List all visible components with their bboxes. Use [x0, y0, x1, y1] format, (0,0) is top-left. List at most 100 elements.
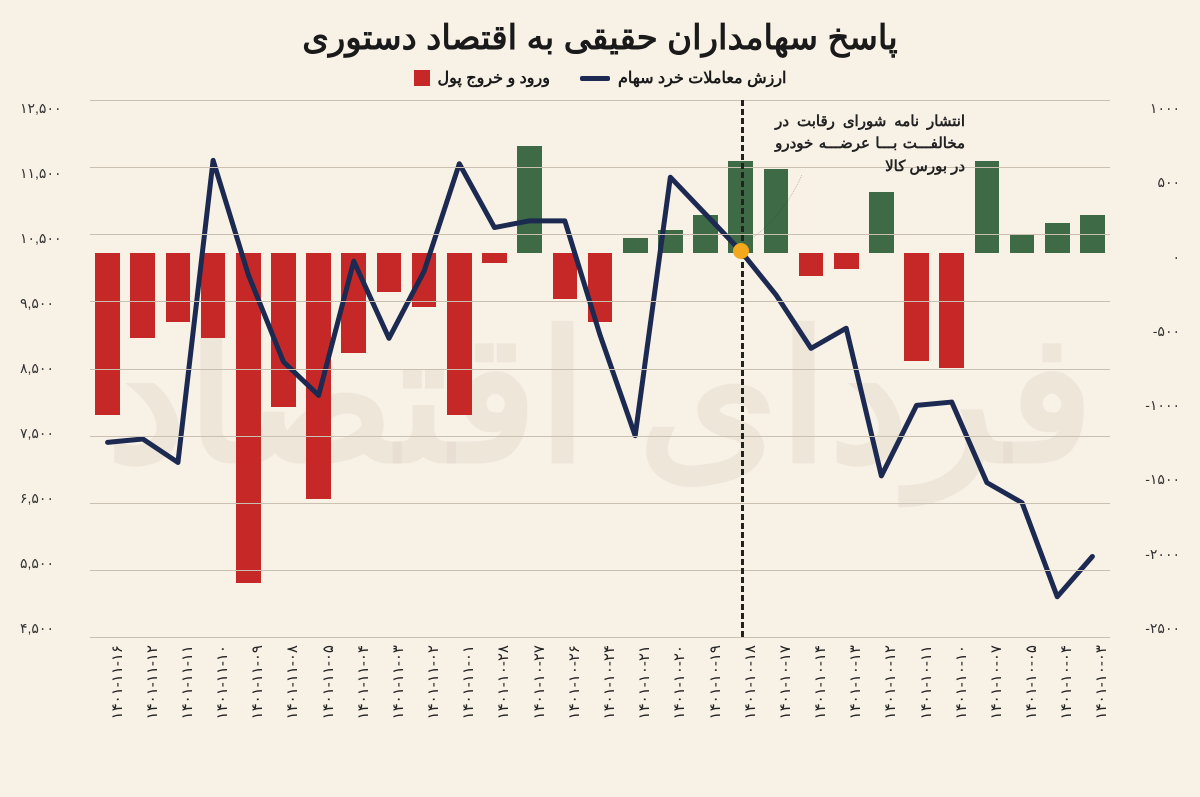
x-tick-label: ۱۴۰۱-۱۰-۲۴	[600, 645, 618, 719]
y-right-tick: -۵۰۰	[1120, 323, 1180, 340]
y-left-tick: ۱۲,۵۰۰	[20, 100, 80, 117]
y-left-tick: ۷,۵۰۰	[20, 425, 80, 442]
annotation-vline	[741, 100, 744, 637]
x-tick: ۱۴۰۱-۱۱-۱۶	[90, 637, 125, 777]
y-right-tick: -۲۰۰۰	[1120, 546, 1180, 563]
x-tick-label: ۱۴۰۱-۱۰-۰۵	[1022, 645, 1040, 719]
x-tick: ۱۴۰۱-۱۰-۱۸	[723, 637, 758, 777]
x-tick: ۱۴۰۱-۱۱-۰۵	[301, 637, 336, 777]
trend-line	[108, 160, 1093, 596]
x-tick-label: ۱۴۰۱-۱۰-۱۷	[776, 645, 794, 719]
x-tick: ۱۴۰۱-۱۱-۱۲	[125, 637, 160, 777]
x-tick: ۱۴۰۱-۱۰-۱۴	[793, 637, 828, 777]
x-tick: ۱۴۰۱-۱۱-۱۱	[160, 637, 195, 777]
gridline	[90, 234, 1110, 235]
x-tick: ۱۴۰۱-۱۱-۰۴	[336, 637, 371, 777]
y-left-tick: ۱۱,۵۰۰	[20, 165, 80, 182]
y-right-tick: ۱۰۰۰	[1120, 100, 1180, 117]
annotation-marker-icon	[733, 243, 749, 259]
x-tick-label: ۱۴۰۱-۱۱-۰۳	[389, 645, 407, 719]
x-tick: ۱۴۰۱-۱۰-۱۱	[899, 637, 934, 777]
x-tick-label: ۱۴۰۱-۱۱-۱۱	[178, 645, 196, 719]
x-tick-label: ۱۴۰۱-۱۰-۱۳	[846, 645, 864, 719]
x-tick: ۱۴۰۱-۱۰-۲۰	[653, 637, 688, 777]
x-tick-label: ۱۴۰۱-۱۰-۱۱	[917, 645, 935, 719]
gridline	[90, 503, 1110, 504]
chart-title: پاسخ سهامداران حقیقی به اقتصاد دستوری	[0, 0, 1200, 58]
x-tick-label: ۱۴۰۱-۱۱-۱۶	[108, 645, 126, 719]
x-tick-label: ۱۴۰۱-۱۰-۲۰	[670, 645, 688, 719]
x-tick: ۱۴۰۱-۱۱-۱۰	[196, 637, 231, 777]
x-tick: ۱۴۰۱-۱۰-۲۷	[512, 637, 547, 777]
y-left-tick: ۹,۵۰۰	[20, 295, 80, 312]
legend-bar-swatch	[414, 70, 430, 86]
gridline	[90, 436, 1110, 437]
x-tick: ۱۴۰۱-۱۰-۱۷	[758, 637, 793, 777]
x-tick: ۱۴۰۱-۱۰-۲۸	[477, 637, 512, 777]
x-tick: ۱۴۰۱-۱۰-۱۰	[934, 637, 969, 777]
x-tick: ۱۴۰۱-۱۰-۰۵	[1004, 637, 1039, 777]
x-tick: ۱۴۰۱-۱۰-۲۱	[618, 637, 653, 777]
x-tick: ۱۴۰۱-۱۱-۰۲	[407, 637, 442, 777]
x-tick: ۱۴۰۱-۱۱-۰۹	[231, 637, 266, 777]
plot-area: انتشار نامه شورای رقابت در مخالفـــت بــ…	[90, 100, 1110, 637]
x-tick-label: ۱۴۰۱-۱۱-۰۱	[459, 645, 477, 719]
y-right-tick: -۱۵۰۰	[1120, 471, 1180, 488]
x-tick-label: ۱۴۰۱-۱۰-۲۸	[494, 645, 512, 719]
y-left-tick: ۵,۵۰۰	[20, 555, 80, 572]
x-tick-label: ۱۴۰۱-۱۰-۲۶	[565, 645, 583, 719]
x-tick: ۱۴۰۱-۱۱-۰۳	[371, 637, 406, 777]
y-left-tick: ۴,۵۰۰	[20, 620, 80, 637]
x-tick-label: ۱۴۰۱-۱۰-۱۰	[952, 645, 970, 719]
gridline	[90, 301, 1110, 302]
x-tick: ۱۴۰۱-۱۱-۰۱	[442, 637, 477, 777]
y-left-tick: ۸,۵۰۰	[20, 360, 80, 377]
x-tick-label: ۱۴۰۱-۱۱-۰۹	[248, 645, 266, 719]
x-tick: ۱۴۰۱-۱۰-۲۶	[547, 637, 582, 777]
legend-line-swatch	[580, 76, 610, 81]
annotation-arrow-icon	[749, 175, 802, 240]
x-tick: ۱۴۰۱-۱۰-۰۴	[1040, 637, 1075, 777]
x-tick: ۱۴۰۱-۱۰-۰۳	[1075, 637, 1110, 777]
y-axis-left: ۱۲,۵۰۰ ۱۱,۵۰۰ ۱۰,۵۰۰ ۹,۵۰۰ ۸,۵۰۰ ۷,۵۰۰ ۶,۵۰۰ ۵,…	[20, 100, 80, 637]
x-tick-label: ۱۴۰۱-۱۰-۱۹	[706, 645, 724, 719]
y-axis-right: ۱۰۰۰ ۵۰۰ ۰ -۵۰۰ -۱۰۰۰ -۱۵۰۰ -۲۰۰۰ -۲۵۰۰	[1120, 100, 1180, 637]
x-tick-label: ۱۴۰۱-۱۰-۰۷	[987, 645, 1005, 719]
y-left-tick: ۶,۵۰۰	[20, 490, 80, 507]
annotation-text: انتشار نامه شورای رقابت در مخالفـــت بــ…	[775, 111, 965, 179]
x-tick-label: ۱۴۰۱-۱۰-۲۷	[530, 645, 548, 719]
gridline	[90, 570, 1110, 571]
x-tick-label: ۱۴۰۱-۱۰-۱۴	[811, 645, 829, 719]
x-axis: ۱۴۰۱-۱۰-۰۳ ۱۴۰۱-۱۰-۰۴ ۱۴۰۱-۱۰-۰۵ ۱۴۰۱-۱۰-۰۷…	[90, 637, 1110, 777]
x-tick-label: ۱۴۰۱-۱۱-۰۲	[424, 645, 442, 719]
chart-area: ۱۲,۵۰۰ ۱۱,۵۰۰ ۱۰,۵۰۰ ۹,۵۰۰ ۸,۵۰۰ ۷,۵۰۰ ۶,۵۰۰ ۵,…	[20, 100, 1180, 777]
y-right-tick: -۲۵۰۰	[1120, 620, 1180, 637]
x-tick-label: ۱۴۰۱-۱۰-۲۱	[635, 645, 653, 719]
legend-bar-label: ورود و خروج پول	[438, 68, 550, 88]
x-tick-label: ۱۴۰۱-۱۱-۱۲	[143, 645, 161, 719]
x-tick-label: ۱۴۰۱-۱۰-۰۳	[1092, 645, 1110, 719]
legend-line-label: ارزش معاملات خرد سهام	[618, 68, 787, 88]
x-tick-label: ۱۴۰۱-۱۱-۰۸	[283, 645, 301, 719]
x-tick: ۱۴۰۱-۱۱-۰۸	[266, 637, 301, 777]
y-right-tick: ۵۰۰	[1120, 174, 1180, 191]
x-tick-label: ۱۴۰۱-۱۱-۰۵	[319, 645, 337, 719]
x-tick: ۱۴۰۱-۱۰-۱۲	[864, 637, 899, 777]
x-tick: ۱۴۰۱-۱۰-۱۹	[688, 637, 723, 777]
x-tick-label: ۱۴۰۱-۱۰-۰۴	[1057, 645, 1075, 719]
y-right-tick: ۰	[1120, 249, 1180, 266]
legend-item-bar: ورود و خروج پول	[414, 68, 550, 88]
x-tick: ۱۴۰۱-۱۰-۰۷	[969, 637, 1004, 777]
x-tick-label: ۱۴۰۱-۱۰-۱۲	[881, 645, 899, 719]
x-tick-label: ۱۴۰۱-۱۰-۱۸	[741, 645, 759, 719]
x-tick-label: ۱۴۰۱-۱۱-۰۴	[354, 645, 372, 719]
y-left-tick: ۱۰,۵۰۰	[20, 230, 80, 247]
y-right-tick: -۱۰۰۰	[1120, 397, 1180, 414]
gridline	[90, 369, 1110, 370]
legend-item-line: ارزش معاملات خرد سهام	[580, 68, 787, 88]
x-tick-label: ۱۴۰۱-۱۱-۱۰	[213, 645, 231, 719]
gridline	[90, 100, 1110, 101]
x-tick: ۱۴۰۱-۱۰-۱۳	[829, 637, 864, 777]
legend: ارزش معاملات خرد سهام ورود و خروج پول	[0, 68, 1200, 88]
x-tick: ۱۴۰۱-۱۰-۲۴	[582, 637, 617, 777]
